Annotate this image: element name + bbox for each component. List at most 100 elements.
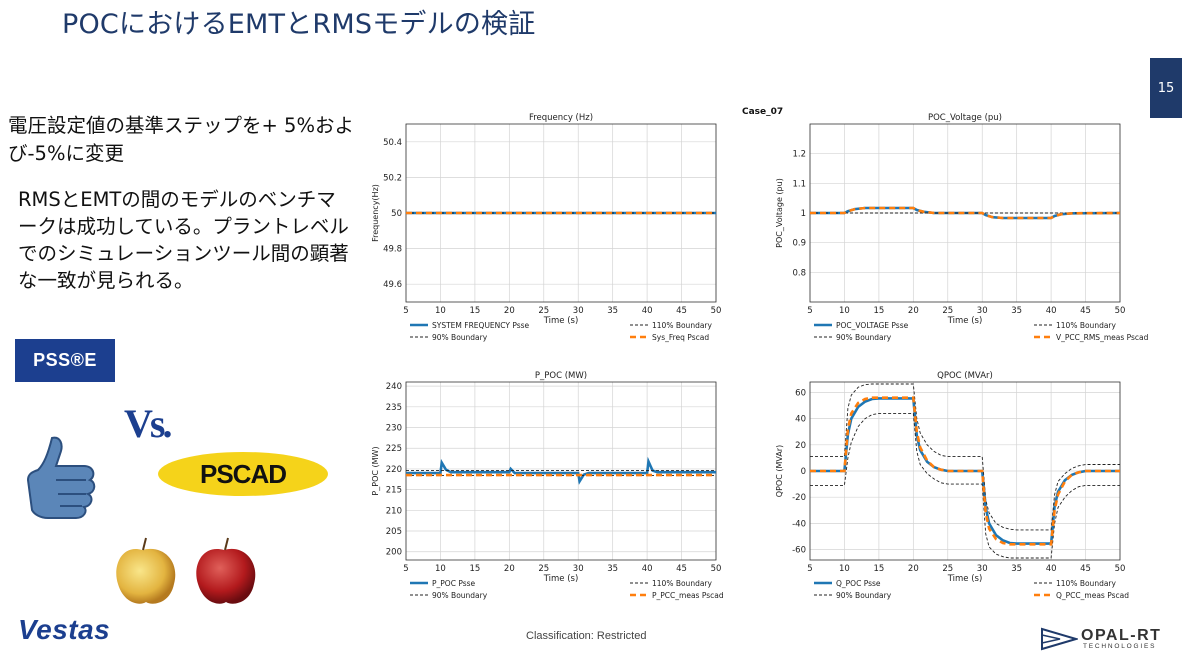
chart-title: P_POC (MW) [535,371,587,381]
series-line [810,412,1120,559]
x-axis-label: Time (s) [947,574,983,584]
y-tick-label: -20 [792,493,806,503]
y-tick-label: 235 [386,403,402,413]
y-tick-label: 210 [386,506,402,516]
y-tick-label: 49.8 [383,245,402,255]
x-tick-label: 30 [573,564,584,574]
y-tick-label: 40 [795,415,806,425]
x-tick-label: 15 [469,306,480,316]
x-tick-label: 15 [873,564,884,574]
y-tick-label: 200 [386,548,402,558]
legend-entry: Q_POC Psse [836,579,881,588]
x-tick-label: 25 [538,564,549,574]
y-tick-label: 0.9 [792,239,806,249]
y-tick-label: 1.1 [792,179,806,189]
x-tick-label: 5 [403,306,408,316]
x-tick-label: 50 [711,306,722,316]
legend-entry: 90% Boundary [432,333,488,342]
x-tick-label: 40 [1046,306,1057,316]
y-tick-label: -60 [792,546,806,556]
y-axis-label: Frequency(Hz) [371,184,380,242]
p-poc-chart: P_POC (MW) 5 10 15 20 25 30 35 40 45 50 200 205 210 21… [366,368,746,616]
chart-svg: QPOC (MVAr) 5 10 15 20 25 30 35 40 45 50 -60 -40 -20 0… [775,371,1129,600]
y-axis-label: POC_Voltage (pu) [775,178,784,248]
y-tick-label: -40 [792,519,806,529]
x-tick-label: 45 [676,564,687,574]
legend-entry: Sys_Freq Pscad [652,333,709,342]
y-tick-label: 1.2 [792,150,806,160]
chart-title: QPOC (MVAr) [937,371,993,381]
y-tick-label: 240 [386,382,402,392]
thumbs-up-icon [26,436,96,519]
page-number-badge: 15 [1150,58,1182,118]
y-tick-label: 60 [795,388,806,398]
y-tick-label: 0.8 [792,268,806,278]
x-tick-label: 5 [807,306,812,316]
pscad-logo: PSCAD [158,452,328,496]
legend-entry: POC_VOLTAGE Psse [836,321,909,330]
chart-title: Frequency (Hz) [529,113,593,123]
x-tick-label: 50 [1115,564,1126,574]
opal-rt-mark-icon [1041,627,1078,651]
qpoc-chart: QPOC (MVAr) 5 10 15 20 25 30 35 40 45 50 -60 -40 -20 0… [770,368,1150,616]
legend-entry: P_PCC_meas Pscad [652,591,724,600]
chart-svg: Frequency (Hz) 5 10 15 20 25 30 35 40 45 50 49.6 49.… [371,113,722,342]
x-tick-label: 20 [908,564,919,574]
series-line [810,397,1120,545]
series-line [810,206,1121,220]
x-tick-label: 35 [607,306,618,316]
series-line [810,396,1120,546]
y-tick-label: 205 [386,527,402,537]
legend-entry: SYSTEM FREQUENCY Psse [432,321,530,330]
legend-entry: 90% Boundary [836,591,892,600]
opal-rt-logo: OPAL-RT TECHNOLOGIES [1040,627,1176,651]
x-axis-label: Time (s) [543,574,579,584]
x-tick-label: 10 [435,564,446,574]
classification-label: Classification: Restricted [526,630,647,642]
x-tick-label: 25 [942,306,953,316]
x-tick-label: 30 [977,306,988,316]
x-tick-label: 5 [403,564,408,574]
apples-image [116,537,256,604]
x-tick-label: 45 [1080,306,1091,316]
x-tick-label: 35 [607,564,618,574]
psse-logo: PSS®E [15,339,115,382]
x-tick-label: 35 [1011,306,1022,316]
legend-entry: Q_PCC_meas Pscad [1056,591,1129,600]
frequency-chart: Frequency (Hz) 5 10 15 20 25 30 35 40 45 50 49.6 49.… [366,110,746,358]
y-tick-label: 220 [386,465,402,475]
y-tick-label: 50.4 [383,138,402,148]
series-line [810,383,1120,531]
x-tick-label: 35 [1011,564,1022,574]
x-tick-label: 10 [435,306,446,316]
legend-entry: 90% Boundary [432,591,488,600]
legend-entry: 90% Boundary [836,333,892,342]
bullet-text-benchmark: RMSとEMTの間のモデルのベンチマークは成功している。プラントレベルでのシミュ… [18,188,349,292]
y-tick-label: 1 [801,209,806,219]
series-line [406,456,716,485]
poc-voltage-chart: POC_Voltage (pu) 5 10 15 20 25 30 35 40 45 50 0.8 0.… [770,110,1150,358]
y-tick-label: 49.6 [383,280,402,290]
y-tick-label: 50.2 [383,173,402,183]
y-tick-label: 0 [801,467,806,477]
legend-entry: 110% Boundary [652,321,713,330]
x-tick-label: 25 [942,564,953,574]
y-tick-label: 230 [386,424,402,434]
x-tick-label: 45 [1080,564,1091,574]
legend-entry: 110% Boundary [1056,579,1117,588]
x-tick-label: 50 [711,564,722,574]
bullet-text-step: 電圧設定値の基準ステップを+ 5%および-5%に変更 [8,114,354,165]
x-tick-label: 30 [977,564,988,574]
x-tick-label: 30 [573,306,584,316]
y-tick-label: 50 [391,209,402,219]
chart-title: POC_Voltage (pu) [928,113,1002,123]
slide-title: POCにおけるEMTとRMSモデルの検証 [62,9,536,40]
legend-entry: 110% Boundary [652,579,713,588]
x-tick-label: 40 [642,306,653,316]
legend-entry: 110% Boundary [1056,321,1117,330]
y-axis-label: P_POC (MW) [371,446,380,495]
x-axis-label: Time (s) [947,316,983,326]
y-axis-label: QPOC (MVAr) [775,445,784,497]
x-tick-label: 25 [538,306,549,316]
y-tick-label: 20 [795,441,806,451]
